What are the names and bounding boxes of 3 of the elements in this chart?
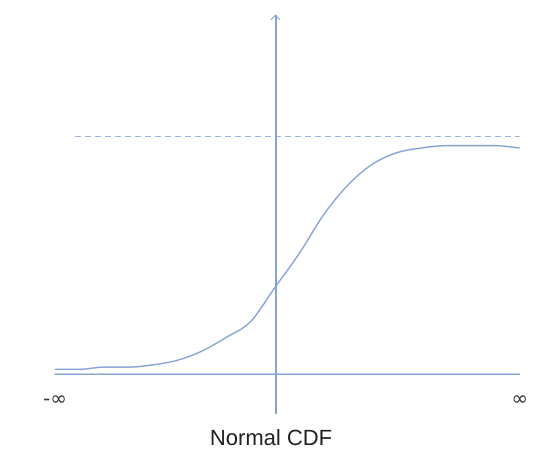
text: Normal CDF: [208, 425, 334, 451]
x-tick-label: ∞: [511, 386, 528, 410]
x-tick-label: -∞: [43, 386, 67, 410]
